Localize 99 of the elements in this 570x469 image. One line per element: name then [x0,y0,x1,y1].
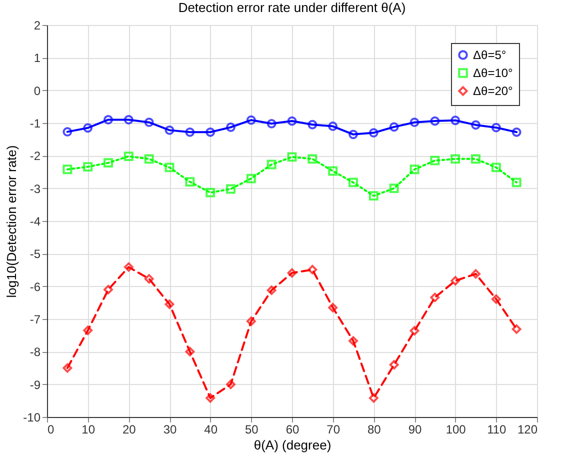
point [124,115,134,124]
point [144,154,154,164]
y-tick-label: -8 [30,345,41,360]
point [226,380,236,390]
point [430,292,440,302]
x-tick-label: 0 [48,422,54,436]
point [308,154,318,164]
point [144,118,154,128]
point [471,269,480,279]
point [348,336,358,346]
legend-label: Δθ=10° [473,66,514,80]
y-tick-label: -3 [30,182,41,196]
point [410,326,420,336]
y-tick-label: -1 [30,116,41,130]
x-tick-label: 90 [408,422,422,436]
point [348,130,358,140]
point [246,115,256,125]
y-tick-label: 1 [34,51,41,66]
point [246,174,256,184]
y-axis-title: log10(Detection error rate) [4,145,20,298]
legend-label: Δθ=20° [473,84,514,98]
point [266,160,276,170]
x-tick-label: 60 [286,422,300,436]
y-tick-label: -7 [30,312,41,326]
point [266,286,276,295]
point [328,122,338,131]
x-tick-label: 30 [163,422,177,436]
legend-label: Δθ=5° [473,48,506,62]
point [104,158,113,168]
point [308,120,318,130]
y-tick-label: -9 [30,378,41,392]
point [124,152,134,162]
point [266,118,276,128]
point [206,127,216,137]
point [348,178,358,188]
point [164,125,174,135]
point [491,122,501,132]
point [185,346,195,356]
x-tick-label: 40 [204,422,218,436]
y-tick-label: 2 [34,18,41,32]
x-tick-label: 110 [487,422,507,436]
point [287,152,297,162]
y-tick-label: -6 [30,280,41,294]
y-tick-label: -5 [30,247,41,262]
point [206,393,216,403]
point [246,316,256,326]
point [389,184,399,194]
point [450,276,460,286]
point [164,300,174,310]
point [410,164,420,174]
point [287,116,297,126]
point [104,115,113,124]
point [389,360,399,370]
point [206,188,216,198]
x-tick-label: 50 [244,422,259,436]
point [185,127,195,137]
point [104,284,113,294]
point [471,120,480,130]
x-tick-label: 70 [326,422,340,436]
point [471,154,480,164]
point [512,178,522,188]
point [430,116,440,126]
y-tick-label: -10 [23,410,41,424]
point [328,302,338,312]
y-tick-label: -2 [30,149,41,164]
point [368,393,378,403]
y-tick-label: 0 [34,84,41,98]
x-tick-label: 20 [122,422,136,436]
x-tick-label: 80 [367,422,382,436]
point [83,123,93,133]
point [430,156,440,166]
point [410,118,420,128]
point [124,262,134,272]
point [185,177,195,187]
x-tick-label: 100 [446,422,466,436]
point [308,264,318,274]
x-tick-label: 120 [517,422,538,436]
point [491,294,501,304]
point [62,164,72,174]
point [83,326,93,336]
point [512,324,522,334]
chart-title: Detection error rate under different θ(A) [178,0,406,15]
point [164,162,174,172]
point [450,154,460,164]
x-axis-title: θ(A) (degree) [254,438,332,452]
point [450,116,460,126]
point [226,122,236,132]
point [226,184,236,194]
y-tick-label: -4 [30,214,41,228]
point [491,162,501,172]
point [328,166,338,176]
point [144,274,154,284]
point [83,162,93,172]
point [389,122,399,132]
point [368,128,378,138]
point [287,268,297,278]
x-tick-label: 10 [82,422,96,436]
point [368,191,378,201]
point [62,363,72,373]
